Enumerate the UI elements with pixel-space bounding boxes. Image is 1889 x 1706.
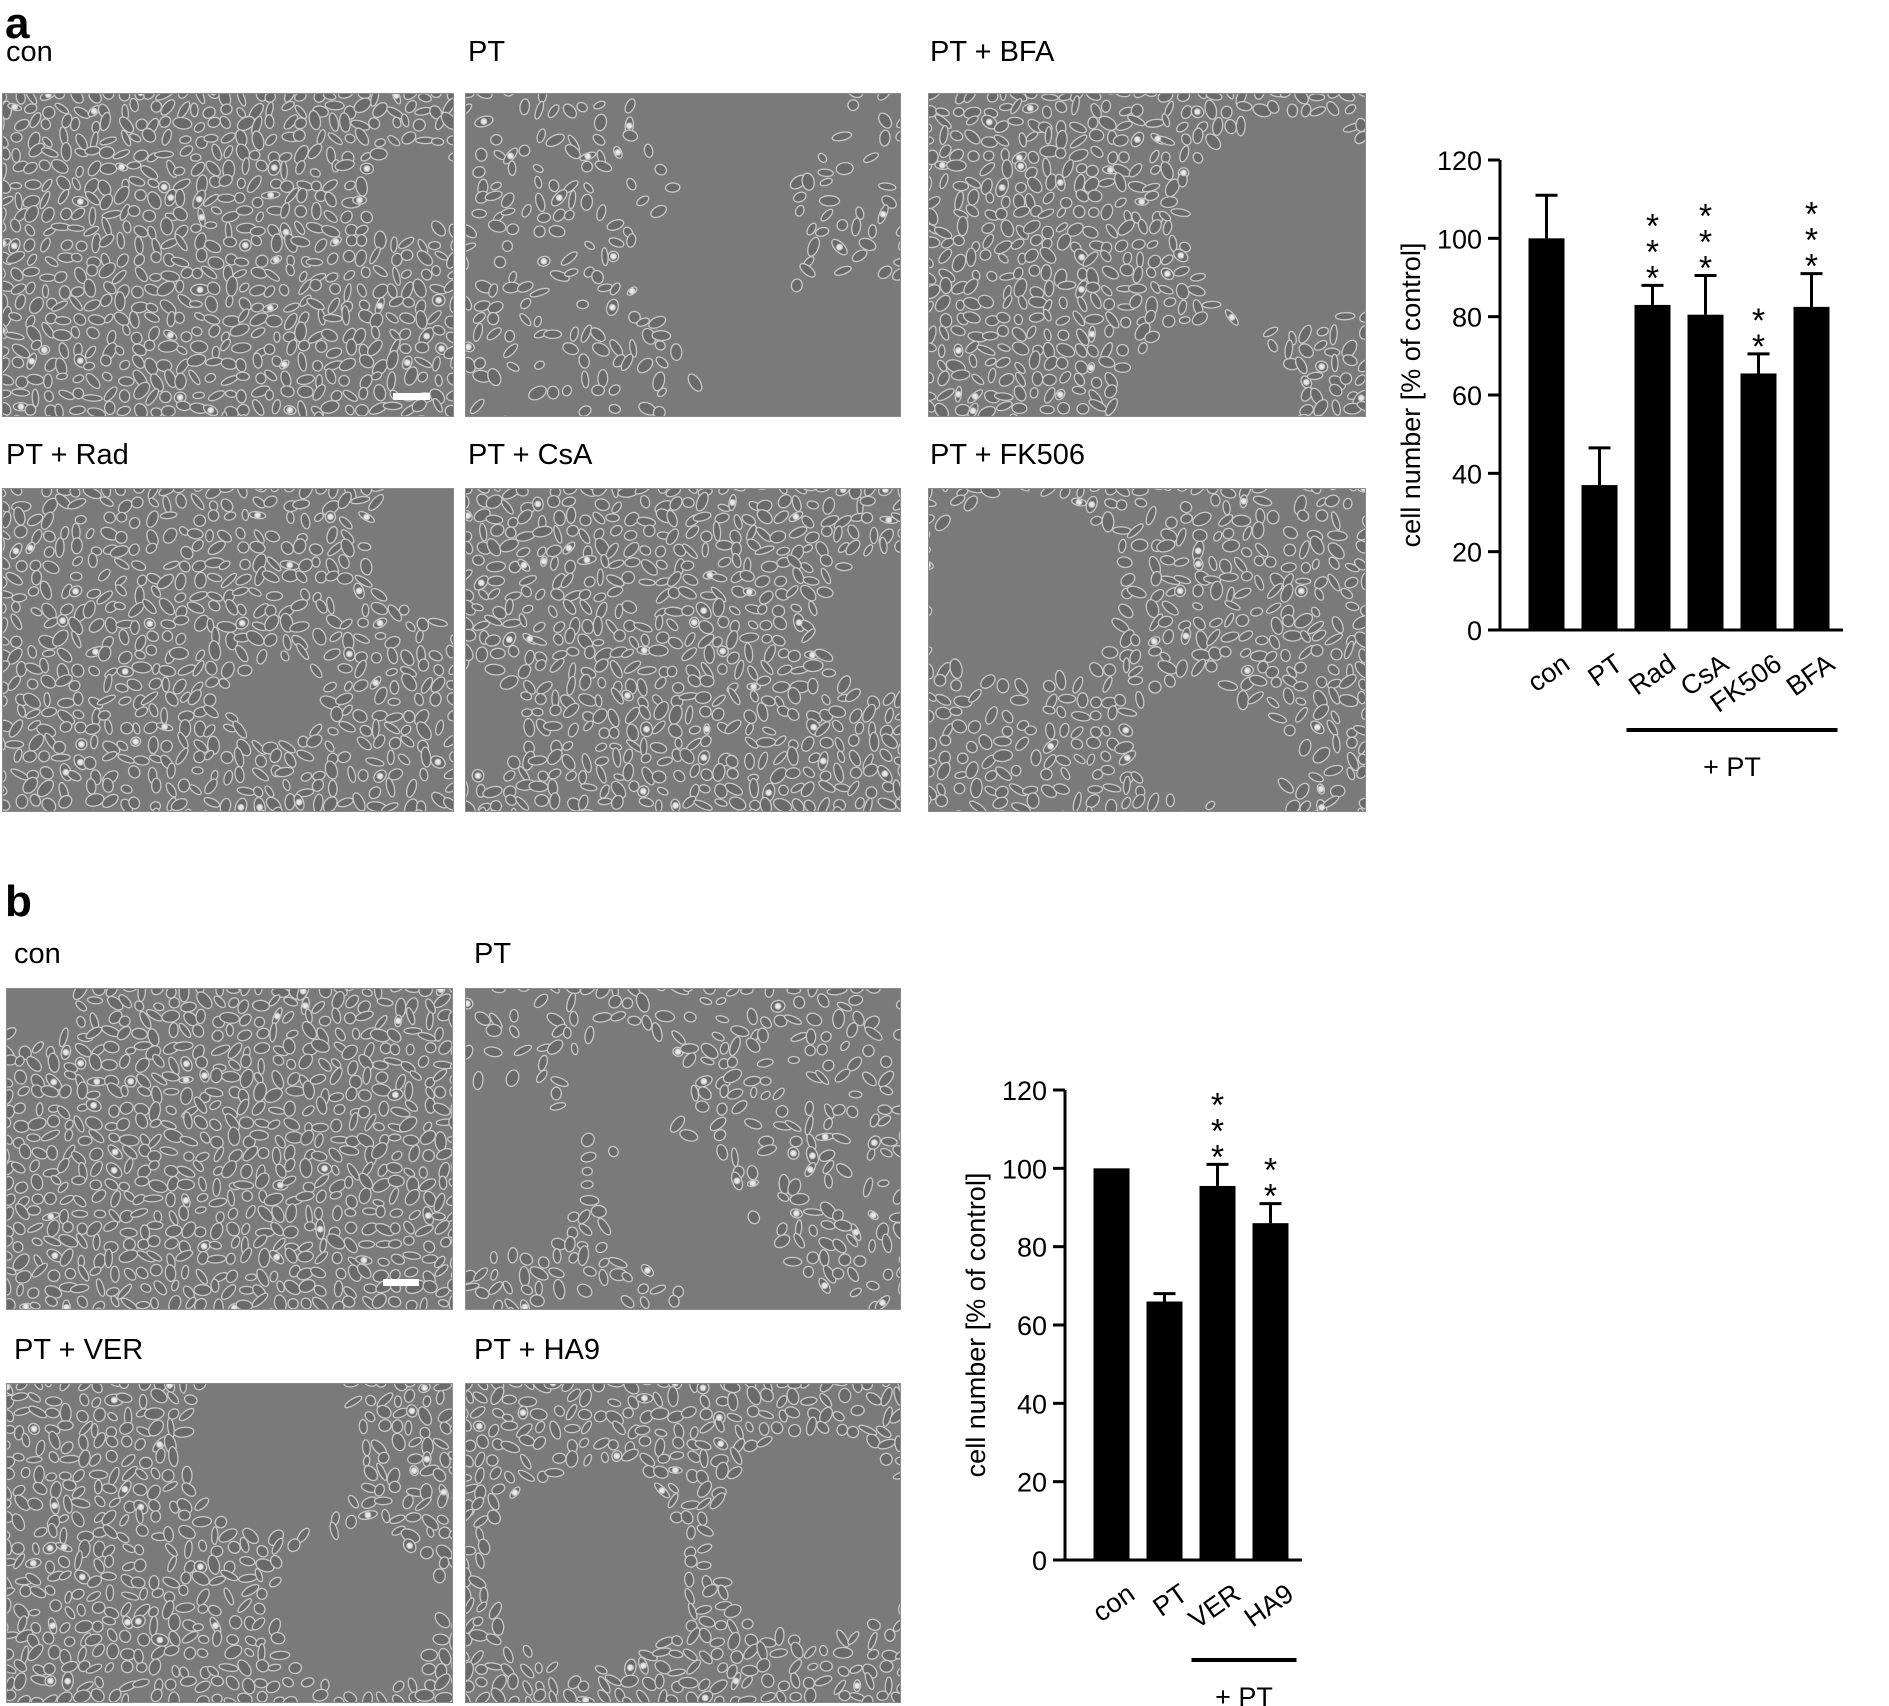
error-bar-csa <box>1694 274 1717 315</box>
bar-fk506 <box>1740 373 1777 630</box>
micrograph-pt <box>465 93 901 417</box>
y-axis-label: cell number [% of control] <box>1396 243 1426 548</box>
bar-ver <box>1199 1185 1236 1560</box>
significance-ha9: * * <box>1264 1152 1277 1216</box>
image-label-pt-rad: PT + Rad <box>6 439 129 471</box>
significance-csa: * * * <box>1699 198 1712 288</box>
bar-csa <box>1687 314 1724 630</box>
x-tick-label-con: con <box>1087 1578 1140 1628</box>
error-bar-pt <box>1588 446 1611 486</box>
micrograph-pt-ver <box>6 1383 453 1703</box>
bar-rad <box>1634 304 1671 630</box>
y-tick-label: 0 <box>1467 616 1482 646</box>
significance-ver: * * * <box>1211 1086 1224 1176</box>
x-tick-label-ver: VER <box>1183 1578 1246 1634</box>
significance-rad: * * * <box>1646 207 1659 297</box>
chart-svg: cell number [% of control] 0 20 40 60 80 100 12… <box>961 1076 1302 1706</box>
y-tick-label: 0 <box>1032 1546 1047 1576</box>
image-label-pt-b: PT <box>474 938 512 970</box>
micrograph-pt-fk506 <box>928 488 1366 812</box>
error-bar-fk506 <box>1747 352 1770 374</box>
treatment-bracket-label: + PT <box>1703 752 1761 782</box>
y-tick-label: 80 <box>1017 1233 1047 1263</box>
micrograph-pt-csa <box>465 488 901 812</box>
micrograph-pt-rad <box>2 488 454 812</box>
error-bar-pt <box>1153 1292 1176 1302</box>
y-tick-label: 80 <box>1452 303 1482 333</box>
x-tick-label-pt: PT <box>1582 648 1627 692</box>
error-bar-con <box>1535 193 1558 239</box>
image-label-con: con <box>6 36 53 68</box>
y-tick-label: 120 <box>1002 1076 1047 1106</box>
treatment-bracket-label: + PT <box>1215 1682 1273 1706</box>
x-tick-label-ha9: HA9 <box>1239 1578 1299 1633</box>
micrograph-pt-ha9 <box>465 1383 901 1703</box>
scale-bar-b <box>383 1279 419 1286</box>
significance-fk506: * * <box>1752 302 1765 366</box>
bar-con <box>1528 238 1565 630</box>
image-label-pt-fk506: PT + FK506 <box>930 439 1086 471</box>
error-bar-rad <box>1641 283 1664 305</box>
bar-chart-a: cell number [% of control] 0 20 40 60 80 100 12… <box>1390 130 1880 782</box>
panel-letter-a: a <box>5 0 30 48</box>
x-tick-label-bfa: BFA <box>1781 648 1840 702</box>
chart-svg: cell number [% of control] 0 20 40 60 80 100 12… <box>1396 146 1843 782</box>
panel-letter-b: b <box>5 877 32 926</box>
y-tick-label: 60 <box>1452 381 1482 411</box>
error-bar-bfa <box>1800 272 1823 307</box>
y-tick-label: 40 <box>1017 1389 1047 1419</box>
image-label-pt-ver: PT + VER <box>14 1334 144 1366</box>
image-label-pt: PT <box>468 36 506 68</box>
image-label-pt-bfa: PT + BFA <box>930 36 1055 68</box>
y-tick-label: 120 <box>1437 146 1482 176</box>
bar-bfa <box>1793 306 1830 630</box>
x-tick-label-pt: PT <box>1147 1578 1192 1622</box>
y-tick-label: 20 <box>1017 1468 1047 1498</box>
image-label-pt-csa: PT + CsA <box>468 439 593 471</box>
bar-ha9 <box>1252 1223 1289 1560</box>
image-label-pt-ha9: PT + HA9 <box>474 1334 600 1366</box>
scale-bar-a <box>393 393 430 400</box>
significance-bfa: * * * <box>1805 196 1818 286</box>
y-tick-label: 20 <box>1452 538 1482 568</box>
image-label-con-b: con <box>14 938 61 970</box>
error-bar-ver <box>1206 1162 1229 1186</box>
micrograph-pt-bfa <box>928 93 1366 417</box>
x-tick-label-con: con <box>1522 648 1575 698</box>
micrograph-con <box>2 93 454 417</box>
bar-pt <box>1581 485 1618 630</box>
bar-pt <box>1146 1301 1183 1560</box>
error-bar-ha9 <box>1259 1202 1282 1224</box>
micrograph-pt-b <box>465 988 901 1310</box>
bar-con <box>1093 1168 1130 1560</box>
y-tick-label: 60 <box>1017 1311 1047 1341</box>
y-tick-label: 40 <box>1452 459 1482 489</box>
y-tick-label: 100 <box>1002 1154 1047 1184</box>
bar-chart-b: cell number [% of control] 0 20 40 60 80 100 12… <box>955 1060 1345 1706</box>
y-axis-label: cell number [% of control] <box>961 1173 991 1478</box>
x-tick-label-rad: Rad <box>1623 648 1681 701</box>
micrograph-con-b <box>6 988 453 1310</box>
y-tick-label: 100 <box>1437 224 1482 254</box>
